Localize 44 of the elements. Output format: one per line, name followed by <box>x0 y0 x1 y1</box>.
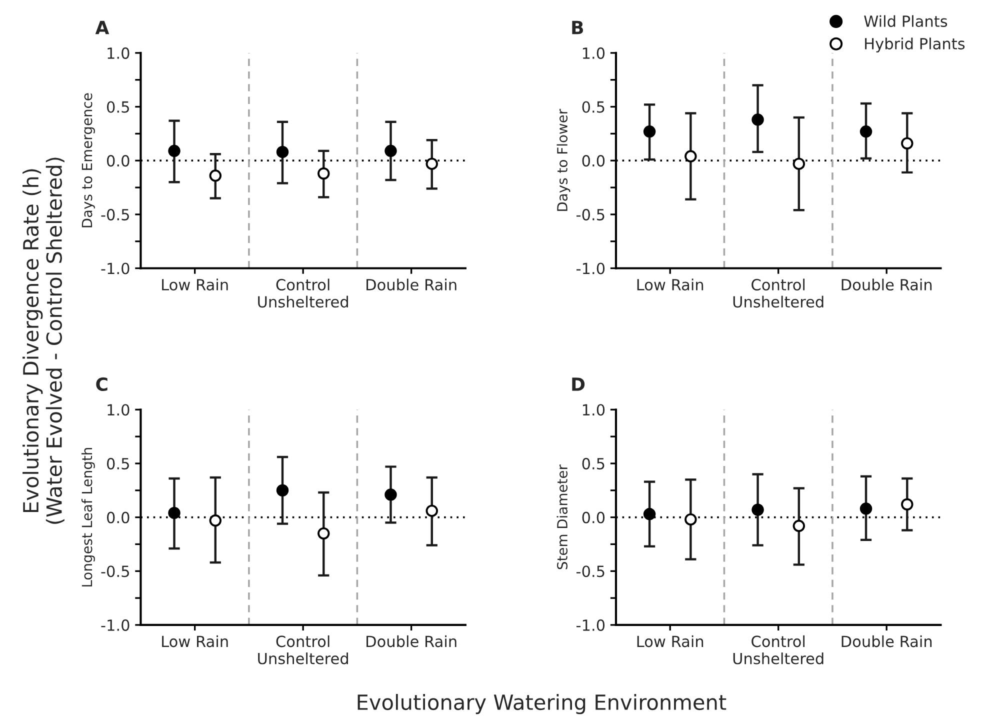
x-tick-label: Double Rain <box>366 635 456 648</box>
chart-title: B <box>572 20 584 34</box>
y-tick-label: 1.0 <box>582 404 605 416</box>
x-tick-label: Control Unsheltered <box>733 278 824 308</box>
x-tick-label: Double Rain <box>842 635 932 648</box>
y-tick-label: 1.0 <box>108 47 130 59</box>
legend-label: Wild Plants <box>864 15 948 28</box>
y-axis-title: Longest Leaf Length <box>81 448 95 586</box>
y-tick-label: 0.0 <box>107 512 130 524</box>
y-axis-title: Stem Diameter <box>556 464 568 570</box>
x-tick-label: Low Rain <box>162 278 228 290</box>
x-tick-label: Control Unsheltered <box>258 278 348 308</box>
x-tick-label: Control Unsheltered <box>733 635 824 664</box>
chart-title: A <box>95 20 110 34</box>
y-axis-title: Days to Emergence <box>82 93 95 228</box>
y-tick-label: -1.0 <box>576 619 605 631</box>
x-tick-label: Double Rain <box>366 278 456 290</box>
y-tick-label: 0.5 <box>107 101 129 113</box>
x-tick-label: Low Rain <box>637 278 704 290</box>
y-tick-label: -1.0 <box>101 619 130 631</box>
text: Evolutionary Divergence Rate (h) (Water Evolved - Control Sheltered) <box>22 158 64 524</box>
y-tick-label: 0.5 <box>107 458 129 470</box>
y-tick-label: -0.5 <box>101 208 129 220</box>
y-tick-label: 0.0 <box>107 155 130 167</box>
chart-title: C <box>96 377 108 392</box>
y-tick-label: 1.0 <box>582 47 605 59</box>
y-tick-label: -0.5 <box>576 208 604 220</box>
chart-title: D <box>572 378 585 391</box>
y-tick-label: 0.0 <box>582 512 605 524</box>
y-tick-label: -1.0 <box>101 262 130 274</box>
y-tick-label: 1.0 <box>108 404 130 416</box>
x-tick-label: Low Rain <box>637 635 704 648</box>
y-tick-label: -1.0 <box>576 262 605 274</box>
y-tick-label: 0.5 <box>582 101 604 113</box>
x-tick-label: Low Rain <box>162 635 228 648</box>
x-tick-label: Double Rain <box>842 278 932 290</box>
y-tick-label: 0.0 <box>582 155 605 167</box>
x-tick-label: Control Unsheltered <box>258 635 348 664</box>
text: Evolutionary Watering Environment <box>358 694 726 714</box>
y-axis-title: Days to Flower <box>556 108 570 211</box>
y-tick-label: -0.5 <box>576 566 604 578</box>
y-tick-label: 0.5 <box>582 458 604 470</box>
y-tick-label: -0.5 <box>101 566 129 578</box>
legend-label: Hybrid Plants <box>865 38 965 52</box>
